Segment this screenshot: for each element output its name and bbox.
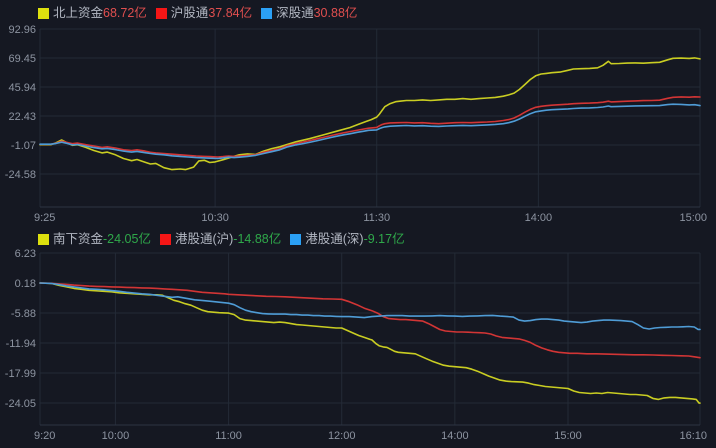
series-line-深股通: [39, 103, 701, 160]
y-axis-tick-label: -1.07: [11, 140, 36, 152]
legend-swatch-icon: [38, 233, 49, 245]
legend-series-label: 港股通(沪): [174, 232, 234, 246]
legend-swatch-icon: [155, 7, 167, 19]
legend-item: 深股通 30.88亿: [261, 5, 357, 21]
legend-series-label: 沪股通: [170, 6, 209, 20]
x-axis-tick-label: 15:00: [554, 430, 582, 442]
legend-item: 沪股通 37.84亿: [155, 5, 253, 21]
x-axis-tick-label: 10:00: [102, 430, 130, 442]
legend-series-label: 深股通: [276, 6, 314, 20]
x-axis-tick-label: 15:00: [679, 212, 707, 224]
northbound-panel: 北上资金 68.72亿 沪股通 37.84亿 深股通 30.88亿 92.96 69.45 4…: [0, 5, 716, 226]
y-axis-tick-label: -24.58: [5, 169, 36, 181]
legend-item: 港股通(沪) -14.88亿: [159, 231, 282, 247]
northbound-legend: 北上资金 68.72亿 沪股通 37.84亿 深股通 30.88亿: [38, 5, 357, 21]
x-axis-tick-label: 14:00: [525, 212, 553, 224]
series-line-港股通(沪): [39, 282, 701, 359]
y-axis-tick-label: 22.43: [8, 111, 36, 123]
y-axis-tick-label: -11.94: [6, 338, 36, 350]
y-axis-tick-label: 6.23: [15, 248, 36, 260]
legend-series-value: -14.88亿: [233, 232, 282, 246]
y-axis-tick-label: -17.99: [5, 368, 36, 380]
series-line-北上资金: [39, 57, 701, 171]
legend-series-value: 30.88亿: [313, 6, 358, 20]
y-axis-tick-label: -24.05: [5, 398, 36, 410]
legend-series-label: 港股通(深): [305, 232, 364, 246]
southbound-panel: 南下资金 -24.05亿 港股通(沪) -14.88亿 港股通(深) -9.17亿 6.2…: [0, 226, 716, 448]
series-line-港股通(深): [39, 282, 701, 331]
legend-swatch-icon: [38, 7, 49, 19]
y-axis-tick-label: 45.94: [8, 82, 36, 94]
legend-item: 南下资金 -24.05亿: [38, 231, 151, 247]
legend-swatch-icon: [159, 233, 171, 245]
series-line-沪股通: [39, 96, 701, 158]
x-axis-tick-label: 14:00: [441, 430, 469, 442]
x-axis-tick-label: 12:00: [328, 430, 356, 442]
legend-series-value: 37.84亿: [208, 6, 253, 20]
x-axis-tick-label: 9:25: [34, 212, 55, 224]
southbound-plot[interactable]: 6.23 0.18 -5.88 -11.94 -17.99 -24.05 9:20 10:00…: [0, 246, 716, 448]
y-axis-tick-label: 69.45: [8, 53, 36, 65]
y-axis-tick-label: 0.18: [15, 278, 36, 290]
legend-series-value: -24.05亿: [103, 232, 151, 246]
legend-series-value: 68.72亿: [103, 6, 147, 20]
series-line-南下资金: [39, 282, 701, 404]
legend-series-value: -9.17亿: [363, 232, 405, 246]
legend-item: 港股通(深) -9.17亿: [290, 231, 405, 247]
legend-item: 北上资金 68.72亿: [38, 5, 147, 21]
legend-series-label: 北上资金: [53, 6, 104, 20]
northbound-plot[interactable]: 92.96 69.45 45.94 22.43 -1.07 -24.58 9:25 10:30…: [0, 20, 716, 226]
legend-swatch-icon: [261, 7, 273, 19]
southbound-legend: 南下资金 -24.05亿 港股通(沪) -14.88亿 港股通(深) -9.17亿: [38, 231, 405, 247]
x-axis-tick-label: 9:20: [34, 430, 55, 442]
x-axis-tick-label: 11:30: [363, 212, 390, 224]
x-axis-tick-label: 16:10: [679, 430, 707, 442]
x-axis-tick-label: 11:00: [215, 430, 242, 442]
x-axis-tick-label: 10:30: [201, 212, 229, 224]
y-axis-tick-label: -5.88: [11, 308, 36, 320]
legend-series-label: 南下资金: [53, 232, 104, 246]
y-axis-tick-label: 92.96: [8, 24, 36, 36]
legend-swatch-icon: [290, 233, 302, 245]
